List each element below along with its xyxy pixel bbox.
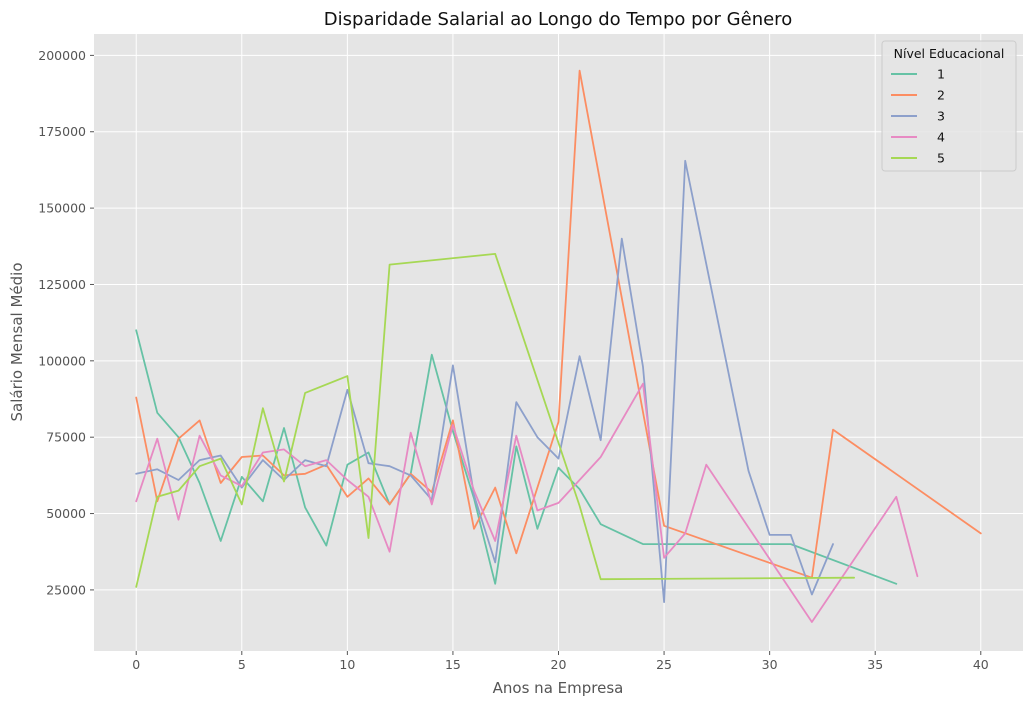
legend-items: 1 2 3 4 5 [891, 67, 945, 166]
x-tick-label: 30 [762, 657, 778, 672]
legend-title: Nível Educacional [894, 46, 1005, 61]
series-line-3 [135, 159, 834, 603]
legend: Nível Educacional 1 2 3 4 5 [881, 40, 1017, 172]
x-tick-label: 25 [656, 657, 672, 672]
x-tick-label: 15 [445, 657, 461, 672]
x-tick-label: 5 [238, 657, 246, 672]
legend-label-3: 3 [937, 109, 945, 124]
x-tick-label: 35 [867, 657, 883, 672]
y-tick-label: 25000 [46, 582, 86, 597]
x-tick-label: 20 [551, 657, 567, 672]
legend-label-5: 5 [937, 151, 945, 166]
y-tick-label: 75000 [46, 430, 86, 445]
axis-ticks: 0 5 10 15 20 25 30 35 40250005000075000100000125… [38, 48, 988, 672]
y-axis-title: Salário Mensal Médio [8, 262, 26, 421]
y-tick-label: 175000 [38, 124, 86, 139]
x-tick-label: 10 [339, 657, 355, 672]
x-tick-label: 0 [132, 657, 140, 672]
y-tick-label: 200000 [38, 48, 86, 63]
legend-label-4: 4 [937, 130, 945, 145]
x-axis-title: Anos na Empresa [493, 679, 624, 697]
y-tick-label: 125000 [38, 277, 86, 292]
series-line-2 [135, 69, 982, 579]
legend-label-1: 1 [937, 67, 945, 82]
y-tick-label: 50000 [46, 506, 86, 521]
x-tick-label: 40 [973, 657, 989, 672]
series-group [135, 69, 982, 623]
y-tick-label: 100000 [38, 353, 86, 368]
series-line-4 [135, 382, 919, 623]
series-line-5 [135, 252, 855, 588]
chart-title: Disparidade Salarial ao Longo do Tempo p… [324, 9, 792, 30]
legend-label-2: 2 [937, 88, 945, 103]
y-tick-label: 150000 [38, 201, 86, 216]
